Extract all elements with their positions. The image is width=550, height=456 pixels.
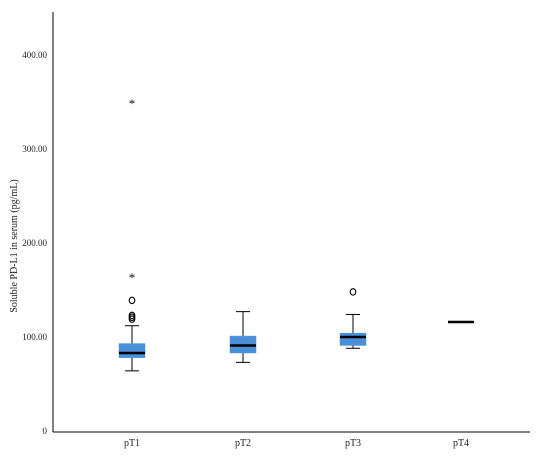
y-tick-label: 200.00: [22, 238, 47, 248]
y-tick-label: 400.00: [22, 50, 47, 60]
box-group: [229, 311, 257, 363]
box-iqr: [118, 343, 146, 358]
boxes: **: [118, 96, 474, 372]
y-ticks: 0 100.00 200.00 300.00 400.00: [22, 50, 47, 436]
x-tick-labels: pT1 pT2 pT3 pT4: [124, 438, 469, 449]
box-group: [339, 288, 367, 349]
box-group: **: [118, 96, 146, 372]
outlier-circle: [128, 296, 136, 305]
y-tick-label: 100.00: [22, 332, 47, 342]
x-tick-label: pT1: [124, 438, 140, 449]
y-axis-title: Soluble PD-L1 in serum (pg/mL): [9, 179, 20, 312]
outlier-circle: [349, 288, 357, 296]
x-tick-label: pT4: [453, 438, 469, 449]
y-tick-label: 300.00: [22, 144, 47, 154]
box-iqr: [339, 332, 367, 346]
outlier-circle: [128, 315, 136, 323]
outlier-star: *: [129, 96, 136, 111]
axes: [52, 12, 530, 433]
y-axis-title-group: Soluble PD-L1 in serum (pg/mL): [9, 179, 20, 312]
x-tick-label: pT2: [235, 438, 251, 449]
x-tick-label: pT3: [345, 438, 361, 449]
y-tick-label: 0: [43, 426, 48, 436]
outlier-star: *: [129, 270, 136, 285]
